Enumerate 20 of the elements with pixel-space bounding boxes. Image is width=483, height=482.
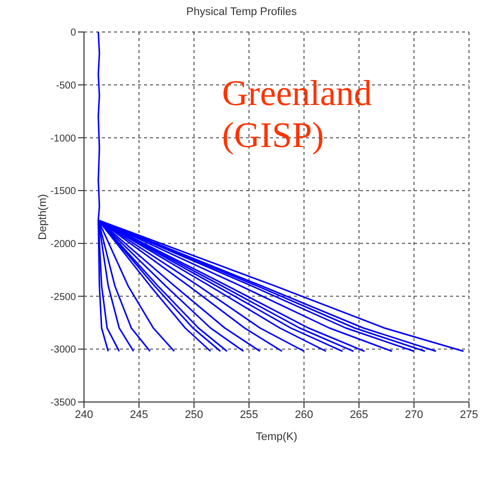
x-tick-label: 240 bbox=[74, 408, 94, 421]
y-tick-label: -1000 bbox=[50, 133, 76, 144]
y-tick-label: -3500 bbox=[50, 398, 76, 409]
x-tick-label: 245 bbox=[130, 408, 148, 421]
y-tick-label: -500 bbox=[56, 80, 76, 92]
y-tick-label: 0 bbox=[70, 28, 76, 39]
x-tick-label: 250 bbox=[184, 408, 204, 421]
x-tick-label: 265 bbox=[350, 408, 368, 421]
annotation: Greenland (GISP) bbox=[222, 72, 373, 156]
y-axis-title: Depth(m) bbox=[36, 194, 49, 240]
y-tick-label: -3000 bbox=[50, 344, 76, 356]
x-tick-label: 275 bbox=[460, 408, 478, 421]
x-tick-label: 255 bbox=[240, 408, 258, 421]
x-tick-label: 260 bbox=[294, 408, 314, 421]
y-tick-label: -1500 bbox=[50, 186, 76, 198]
x-tick-label: 270 bbox=[404, 408, 424, 421]
y-tick-label: -2500 bbox=[50, 292, 76, 303]
y-tick-label: -2000 bbox=[50, 238, 76, 250]
x-axis-title: Temp(K) bbox=[256, 431, 298, 443]
chart-title: Physical Temp Profiles bbox=[185, 6, 298, 18]
